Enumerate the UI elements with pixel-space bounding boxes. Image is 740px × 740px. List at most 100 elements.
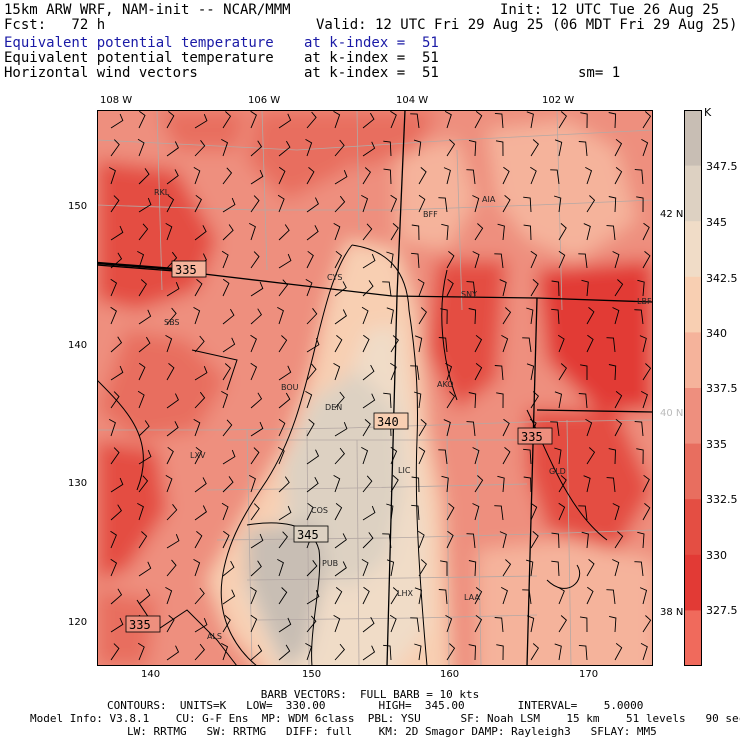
wind-barb <box>382 533 392 549</box>
wind-barb <box>110 477 124 493</box>
wind-barb <box>110 113 124 129</box>
wind-barb <box>110 530 117 549</box>
wind-barb <box>194 279 203 297</box>
field-1-name: Equivalent potential temperature <box>4 35 274 51</box>
wind-barb <box>222 278 230 297</box>
wind-barb <box>578 505 588 521</box>
wind-barb <box>137 138 145 157</box>
wind-barb <box>166 421 179 437</box>
wind-barb <box>110 558 118 577</box>
model-info: Model Info: V3.8.1 CU: G-F Ens MP: WDM 6… <box>30 712 740 725</box>
wind-barb <box>494 253 504 269</box>
wind-barb <box>194 618 208 633</box>
wind-barb <box>642 363 652 381</box>
wind-barb <box>362 505 376 521</box>
wind-barb <box>411 504 420 521</box>
wind-barb <box>362 334 370 353</box>
wind-barb <box>418 446 426 465</box>
colorbar-segment <box>684 554 702 611</box>
wind-barb <box>165 335 173 353</box>
wind-barb <box>642 222 650 241</box>
wind-barb <box>440 560 448 576</box>
station-lxv: LXV <box>190 451 206 460</box>
lat-label-38n: 38 N <box>660 607 684 618</box>
wind-barb <box>108 167 116 185</box>
wind-barb <box>550 169 560 185</box>
wind-barb <box>278 617 292 633</box>
contour-label-340: 340 <box>377 415 399 429</box>
x-label-160: 160 <box>440 669 460 680</box>
wind-barb <box>390 362 397 381</box>
wind-barb <box>413 391 422 409</box>
wind-barb <box>642 503 651 521</box>
wind-barb <box>614 531 624 549</box>
wind-barb <box>390 335 399 353</box>
wind-barb <box>527 615 535 633</box>
wind-barb <box>250 195 260 213</box>
wind-barb <box>362 532 374 549</box>
wind-barb <box>362 645 376 661</box>
wind-barb <box>468 139 477 157</box>
wind-barb <box>445 615 453 633</box>
wind-barb <box>361 306 369 325</box>
wind-barb <box>530 531 539 549</box>
colorbar-segment <box>684 610 702 666</box>
wind-barb <box>138 197 152 213</box>
wind-barb <box>334 447 345 465</box>
wind-barb <box>277 194 285 213</box>
station-bou: BOU <box>281 383 299 392</box>
wind-barb <box>194 366 208 381</box>
wind-barb <box>578 393 588 409</box>
wind-barb <box>390 194 398 213</box>
wind-barb <box>639 335 647 353</box>
wind-barb <box>221 139 229 157</box>
wind-barb <box>250 503 260 521</box>
wind-barb <box>530 391 539 409</box>
wind-barb <box>414 587 423 605</box>
wind-barb <box>222 224 234 241</box>
wind-barb <box>138 588 151 605</box>
wind-barb <box>468 644 476 661</box>
wind-barb <box>612 251 620 269</box>
wind-barb <box>497 223 505 241</box>
wind-barb <box>441 475 449 493</box>
field-3-name: Horizontal wind vectors <box>4 65 198 81</box>
wind-barb <box>137 251 145 269</box>
wind-barb <box>446 503 455 521</box>
wind-barb <box>443 419 451 437</box>
wind-barb <box>166 446 174 465</box>
wind-barb <box>438 589 448 605</box>
wind-barb <box>166 169 179 185</box>
wind-barb <box>386 503 394 521</box>
wind-barb <box>417 530 425 549</box>
wind-barb <box>361 195 369 213</box>
wind-barb <box>306 338 320 353</box>
wind-barb <box>472 251 480 269</box>
wind-barb <box>194 477 207 493</box>
wind-barb <box>581 531 589 549</box>
lon-label-106w: 106 W <box>248 95 281 106</box>
wind-barb <box>634 309 644 325</box>
wind-barb <box>361 559 369 577</box>
wind-barb <box>277 446 285 465</box>
colorbar-segment <box>684 388 702 445</box>
field-3-level: at k-index = 51 <box>304 65 439 81</box>
wind-barb <box>551 532 560 549</box>
wind-barb <box>383 140 392 157</box>
wind-barb <box>110 225 124 241</box>
wind-barb <box>138 110 146 129</box>
wind-barb <box>418 559 427 577</box>
wind-barb <box>306 560 318 577</box>
wind-barb <box>362 253 376 269</box>
wind-barb <box>466 421 476 437</box>
wind-barb <box>468 392 477 409</box>
wind-barb <box>614 138 623 157</box>
wind-barb <box>222 363 231 381</box>
wind-barb <box>530 502 538 521</box>
wind-barb <box>250 362 258 381</box>
wind-barb <box>222 419 233 437</box>
wind-barb <box>390 110 397 129</box>
wind-barb <box>194 505 207 521</box>
wind-barb <box>586 334 594 353</box>
wind-barb <box>418 194 426 213</box>
